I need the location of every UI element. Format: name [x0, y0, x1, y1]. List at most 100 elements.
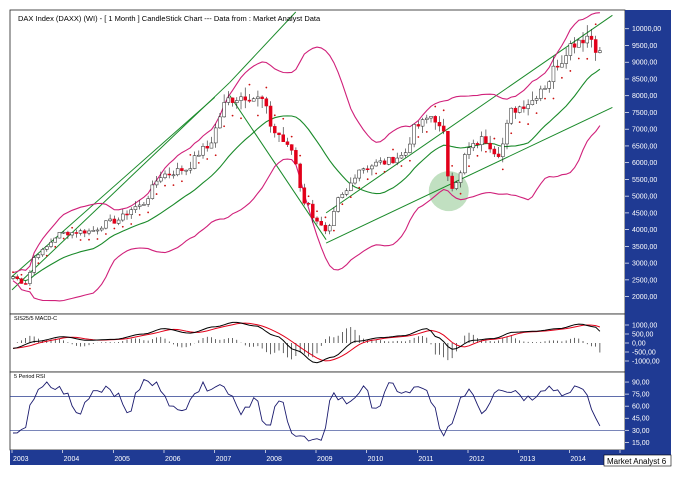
candle-bull [251, 98, 256, 102]
candle-bull [370, 165, 374, 170]
psar-dot [383, 170, 386, 173]
y-tick-label: 500,00 [632, 332, 654, 339]
candle-bull [45, 246, 49, 250]
candle-bear [306, 202, 311, 205]
psar-dot [341, 203, 344, 206]
candle-bear [391, 156, 395, 164]
x-tick-label: 2007 [216, 456, 232, 463]
psar-dot [392, 148, 394, 151]
candle-bull [479, 136, 484, 146]
candle-bull [463, 154, 467, 174]
psar-dot [20, 273, 23, 276]
candle-bull [171, 174, 176, 177]
candle-bull [40, 249, 45, 256]
psar-dot [214, 154, 217, 157]
candle-bear [441, 125, 446, 132]
candle-bear [180, 168, 184, 171]
candle-bear [450, 175, 454, 189]
psar-dot [409, 159, 411, 162]
y-tick-label: 7500,00 [632, 110, 657, 117]
psar-dot [88, 238, 90, 241]
candle-bull [57, 232, 62, 239]
candle-bull [408, 143, 412, 153]
candle-bull [526, 104, 530, 109]
y-tick-label: 0,00 [632, 341, 646, 348]
candle-bear [260, 96, 264, 99]
candle-bear [484, 136, 488, 144]
footer-box [603, 454, 672, 467]
candle-bull [349, 182, 353, 192]
candle-bear [513, 107, 518, 113]
candle-bull [192, 155, 197, 169]
psar-dot [45, 254, 48, 257]
candle-bull [70, 232, 74, 236]
y-tick-label: 15,00 [632, 440, 650, 447]
psar-dot [375, 172, 378, 175]
candle-bull [471, 143, 475, 149]
y-tick-label: 45,00 [632, 416, 650, 423]
psar-dot [189, 153, 192, 156]
y-tick-label: 6000,00 [632, 160, 657, 167]
candle-bear [365, 168, 370, 170]
candle-bull [534, 98, 539, 101]
candle-bull [99, 227, 104, 231]
upper-channel-2 [229, 11, 297, 83]
candle-bull [61, 231, 66, 234]
y-tick-label: 6500,00 [632, 143, 657, 150]
x-tick-label: 2011 [418, 456, 433, 463]
psar-dot [121, 225, 124, 228]
psar-dot [459, 192, 462, 195]
y-tick-label: 7000,00 [632, 127, 657, 134]
candle-bull [184, 169, 188, 172]
candle-bear [446, 130, 450, 177]
candle-bear [74, 232, 79, 234]
candle-bear [522, 106, 526, 109]
y-tick-label: 9500,00 [632, 43, 657, 50]
candle-bull [163, 173, 167, 178]
psar-dot [147, 211, 150, 214]
y-tick-label: 3500,00 [632, 244, 657, 251]
y-tick-label: 5000,00 [632, 194, 657, 201]
candle-bull [49, 241, 53, 247]
psar-dot [12, 271, 14, 274]
candle-bull [509, 107, 513, 124]
candle-bull [425, 117, 429, 120]
candle-bull [577, 39, 581, 48]
candle-bull [361, 168, 366, 171]
psar-dot [485, 150, 487, 153]
candle-bear [433, 116, 437, 123]
candle-bull [201, 146, 205, 156]
downtrend-line [229, 95, 327, 240]
y-tick-label: 75,00 [632, 392, 650, 399]
candle-bull [36, 254, 41, 258]
rsi-panel [9, 371, 626, 451]
psar-dot [324, 216, 327, 219]
psar-dot [544, 97, 546, 100]
candle-bear [273, 126, 277, 134]
candle-bear [83, 230, 87, 234]
candle-bull [336, 197, 340, 212]
candle-bear [66, 231, 70, 236]
candle-bear [264, 98, 269, 107]
x-tick-label: 2009 [317, 456, 333, 463]
psar-dot [96, 238, 99, 240]
x-tick-label: 2013 [520, 456, 536, 463]
candle-bull [226, 97, 231, 103]
psar-dot [561, 76, 563, 79]
candle-bear [593, 39, 598, 53]
candle-bull [137, 204, 142, 207]
x-tick-label: 2006 [165, 456, 181, 463]
candle-bull [564, 55, 568, 64]
candle-bull [598, 50, 602, 53]
psar-dot [138, 213, 141, 216]
lower-channel-3 [325, 106, 613, 244]
candle-bear [230, 97, 235, 103]
psar-dot [594, 23, 597, 26]
psar-dot [62, 237, 65, 240]
psar-dot [105, 233, 107, 235]
x-tick-label: 2005 [114, 456, 130, 463]
candle-bull [399, 155, 404, 159]
y-axis-bg [625, 10, 671, 450]
candle-bear [205, 146, 209, 149]
